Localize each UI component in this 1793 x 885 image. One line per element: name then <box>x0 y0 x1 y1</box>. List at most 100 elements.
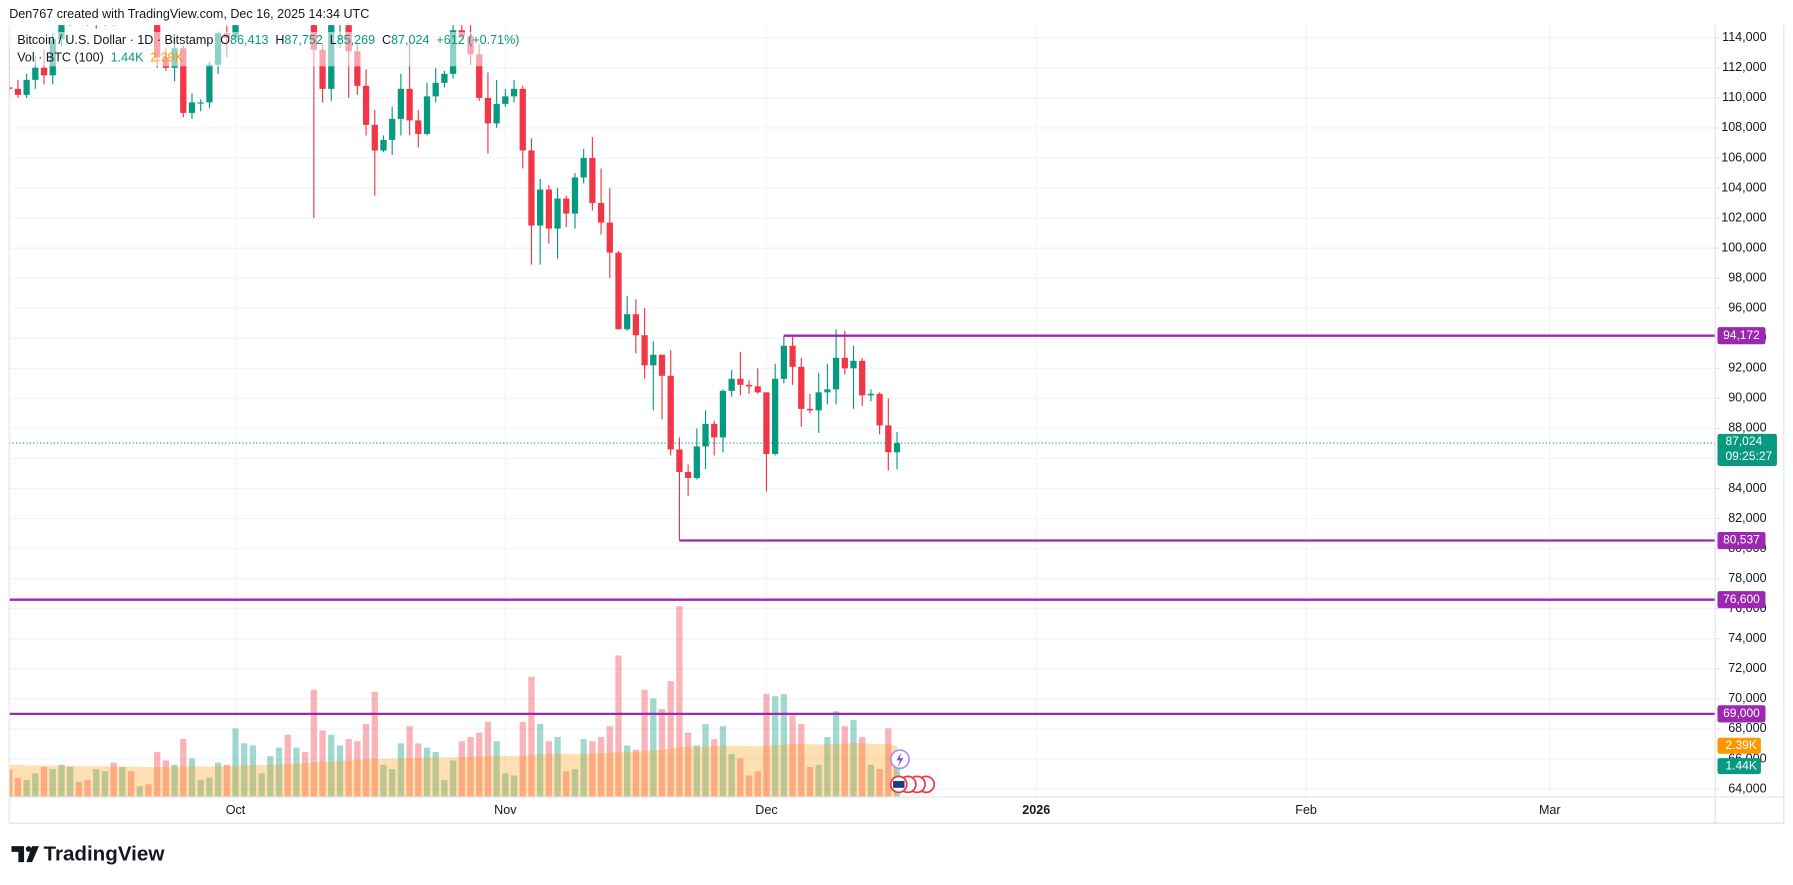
candle-body <box>615 252 622 330</box>
volume-bar <box>824 736 831 797</box>
y-tick-label: 96,000 <box>1728 301 1766 315</box>
logo-mark <box>11 846 25 863</box>
volume-bar <box>815 764 822 797</box>
level-badge <box>1717 327 1766 345</box>
candle-body <box>319 49 326 89</box>
volume-bar <box>49 769 56 797</box>
candle-body <box>841 357 848 369</box>
footer-logo: TradingView <box>11 843 165 866</box>
volume-bar <box>702 724 709 797</box>
legend-title: Bitcoin / U.S. Dollar · 1D · Bitstamp <box>17 33 213 47</box>
volume-bar <box>284 734 291 797</box>
legend-change: +612 (+0.71%) <box>436 33 519 47</box>
candle-body <box>754 386 761 393</box>
candle-body <box>824 389 831 393</box>
candle-body <box>380 139 387 151</box>
candle-body <box>362 85 370 125</box>
volume-bar <box>389 769 396 797</box>
y-tick-label: 74,000 <box>1728 631 1766 645</box>
candle-body <box>676 449 683 472</box>
volume-bar <box>319 730 326 797</box>
volume-bar <box>606 726 613 797</box>
volume-bar <box>32 773 39 797</box>
legend-value: 86,413 <box>230 33 268 47</box>
candle-body <box>719 390 727 438</box>
legend-backdrop <box>13 32 495 67</box>
y-tick-label: 92,000 <box>1728 361 1766 375</box>
candle-body <box>876 393 883 426</box>
candle-body <box>772 378 779 454</box>
legend-value: 87,024 <box>391 33 429 47</box>
candle-body <box>415 120 422 134</box>
volume-ma-badge <box>1717 737 1761 754</box>
candle-body <box>406 88 413 121</box>
candle-body <box>580 157 587 178</box>
volume-bar <box>136 786 143 797</box>
volume-bar <box>67 766 74 797</box>
last-price-label: 87,024 <box>1725 434 1762 448</box>
volume-bar <box>789 715 796 797</box>
candle-body <box>510 88 518 97</box>
volume-bar <box>589 741 596 797</box>
legend: Bitcoin / U.S. Dollar · 1D · Bitstamp O86… <box>13 32 520 67</box>
volume-pane <box>9 606 901 797</box>
legend-prefix: H <box>275 33 284 47</box>
candle-body <box>206 64 213 103</box>
x-tick-label: Dec <box>755 803 777 817</box>
candle-body <box>885 425 892 453</box>
volume-bar <box>876 769 883 797</box>
level-label: 94,172 <box>1723 328 1760 342</box>
volume-bar <box>806 766 814 797</box>
candle-body <box>197 102 204 104</box>
volume-bar <box>493 741 500 797</box>
volume-ma-label: 2.39K <box>1725 738 1756 752</box>
volume-bar <box>267 756 274 797</box>
volume-bar <box>310 689 317 797</box>
legend-prefix: C <box>382 33 391 47</box>
volume-bar <box>197 779 204 797</box>
volume-bar <box>571 769 579 797</box>
legend-prefix: L <box>330 33 337 47</box>
event-icon <box>893 780 905 788</box>
candle-body <box>641 335 648 366</box>
candle-body <box>40 67 48 76</box>
volume-bar <box>258 773 265 797</box>
volume-bar <box>14 777 22 797</box>
countdown-label: 09:25:27 <box>1725 449 1772 463</box>
candle-body <box>397 88 405 119</box>
volume-bar <box>554 736 561 797</box>
level-badge <box>1717 705 1766 723</box>
volume-bar <box>127 771 135 797</box>
legend-value: 85,269 <box>337 33 375 47</box>
volume-ma-legend-value: 2.39K <box>150 51 183 65</box>
volume-bar <box>380 764 387 797</box>
candle-body <box>528 150 535 226</box>
volume-bar <box>154 751 161 797</box>
candle-body <box>188 102 196 113</box>
volume-bar <box>93 769 100 797</box>
volume-badge <box>1717 758 1761 775</box>
candle-body <box>650 354 657 366</box>
volume-bar <box>850 719 857 797</box>
candle-body <box>545 189 552 229</box>
y-tick-label: 70,000 <box>1728 691 1766 705</box>
y-tick-label: 112,000 <box>1722 60 1766 74</box>
candle-body <box>423 96 431 134</box>
candle-body <box>597 203 605 223</box>
candle-body <box>537 189 544 226</box>
volume-bar <box>302 751 309 797</box>
candle-body <box>780 345 787 379</box>
header-note: Den767 created with TradingView.com, Dec… <box>9 7 369 21</box>
volume-bar <box>467 736 474 797</box>
candle-body <box>32 67 39 80</box>
volume-bar <box>841 726 848 797</box>
y-tick-label: 78,000 <box>1728 571 1766 585</box>
candle-body <box>441 73 448 83</box>
level-label: 69,000 <box>1723 706 1760 720</box>
candle-body <box>493 103 500 124</box>
volume-bar <box>737 758 744 797</box>
level-label: 76,600 <box>1723 592 1760 606</box>
candle-body <box>180 48 187 113</box>
volume-bar <box>293 747 300 797</box>
